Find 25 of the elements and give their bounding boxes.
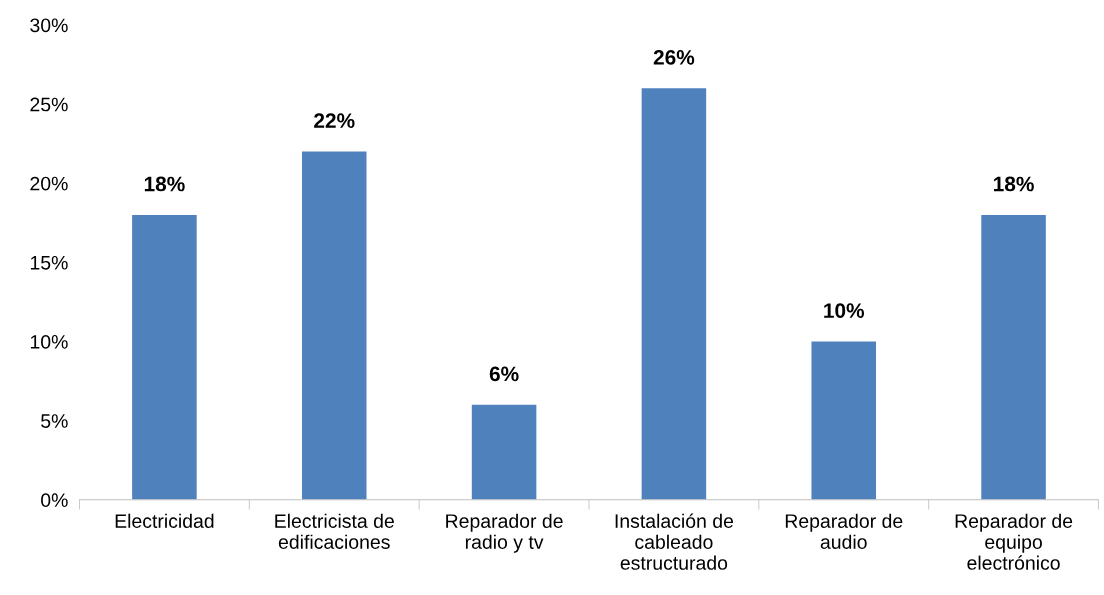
bar bbox=[301, 151, 367, 500]
x-tick-label: Reparador de radio y tv bbox=[446, 513, 563, 553]
data-label: 18% bbox=[144, 176, 185, 192]
data-label: 6% bbox=[489, 366, 519, 382]
data-label: 10% bbox=[824, 303, 865, 318]
y-tick-label: 25% bbox=[30, 97, 68, 112]
data-label: 26% bbox=[653, 49, 695, 65]
bar bbox=[811, 341, 876, 500]
y-tick-label: 10% bbox=[30, 335, 68, 349]
y-tick-label: 20% bbox=[30, 176, 68, 191]
bar bbox=[132, 214, 197, 500]
x-tick-label: Reparador de audio bbox=[785, 513, 903, 549]
y-tick-label: 0% bbox=[41, 493, 68, 508]
bar bbox=[471, 404, 537, 500]
y-tick-label: 30% bbox=[30, 18, 68, 33]
x-tick-label: Reparador de equipo electrónico bbox=[955, 513, 1073, 570]
x-tick-label: Electricista de edificaciones bbox=[275, 513, 394, 549]
bar bbox=[641, 88, 707, 500]
data-label: 18% bbox=[994, 176, 1034, 192]
x-tick-label: Instalación de cableado estructurado bbox=[615, 513, 734, 570]
data-label: 22% bbox=[314, 113, 355, 128]
x-tick-label: Electricidad bbox=[115, 513, 214, 528]
y-tick-label: 15% bbox=[30, 255, 68, 270]
bar bbox=[981, 214, 1046, 500]
y-tick-label: 5% bbox=[41, 414, 68, 428]
